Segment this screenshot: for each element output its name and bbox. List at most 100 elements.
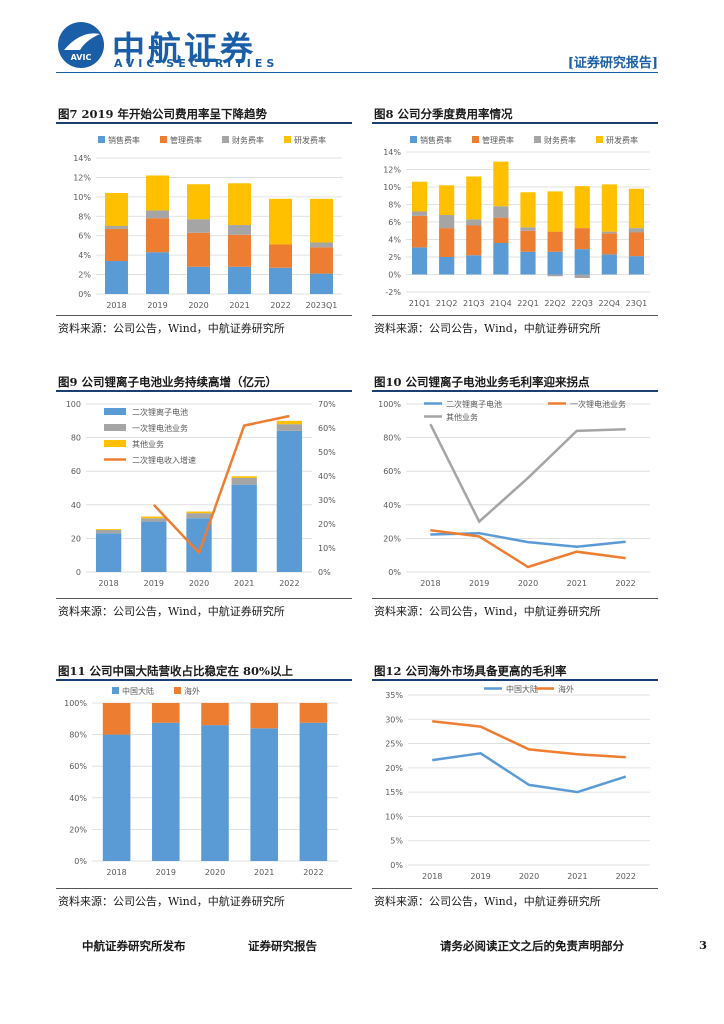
footer-report-type: 证券研究报告 <box>248 939 317 953</box>
brand-name-cn: 中航证券 <box>112 29 256 68</box>
fig12-xtick-label: 2018 <box>422 872 442 881</box>
fig8-legend-swatch <box>534 136 541 143</box>
fig8-bar <box>520 192 536 228</box>
fig9-bar <box>231 476 257 478</box>
fig11-source: 资料来源：公司公告，Wind，中航证券研究所 <box>58 895 285 908</box>
fig7-bar <box>187 232 210 267</box>
fig11-ytick-label: 80% <box>69 731 87 740</box>
footer-disclaimer: 请务必阅读正文之后的免责声明部分 <box>440 939 624 953</box>
fig7-ytick-label: 6% <box>78 232 91 241</box>
fig8-legend-label: 研发费率 <box>606 135 638 145</box>
fig11-bar <box>152 722 180 861</box>
fig9-title: 图9 公司锂离子电池业务持续高增（亿元） <box>58 375 278 389</box>
fig9-ytick-label: 80 <box>71 434 81 443</box>
fig8-bar <box>601 184 617 232</box>
fig7-title-rule <box>56 122 352 124</box>
fig9-bar <box>276 430 303 572</box>
fig8-bar <box>520 230 536 252</box>
fig12-xtick-label: 2020 <box>519 872 539 881</box>
fig11-ytick-label: 100% <box>64 699 87 708</box>
footer-publisher: 中航证券研究所发布 <box>82 939 186 953</box>
fig10-legend-label: 二次锂离子电池 <box>446 399 502 409</box>
fig12-legend-label: 中国大陆 <box>506 684 538 694</box>
fig8-xtick-label: 21Q3 <box>463 299 485 308</box>
fig11-bar <box>201 703 229 726</box>
fig10-xtick-label: 2018 <box>420 579 440 588</box>
fig11-ytick-label: 60% <box>69 762 87 771</box>
fig8-chart: -2% 0% 2% 4% 6% 8% 10% 12% 14% 21Q1 21Q2 21Q3 21Q4 22… <box>383 135 650 308</box>
fig8-bar <box>493 206 509 218</box>
fig7-bar <box>105 228 128 261</box>
fig11-xtick-label: 2018 <box>106 868 126 877</box>
page-number: 3 <box>699 938 708 952</box>
fig9-y2tick-label: 50% <box>318 448 336 457</box>
fig8-ytick-label: 14% <box>383 148 401 157</box>
fig9-bar <box>186 513 212 519</box>
fig9-xtick-label: 2019 <box>144 579 164 588</box>
fig7-legend-label: 管理费率 <box>170 135 202 145</box>
fig11-xtick-label: 2021 <box>254 868 274 877</box>
fig8-bar <box>520 227 536 231</box>
fig12-ytick-label: 30% <box>385 715 403 724</box>
fig9-bar <box>186 511 212 514</box>
fig8-bar <box>466 176 482 220</box>
fig7-bar <box>310 242 333 248</box>
fig7-source: 资料来源：公司公告，Wind，中航证券研究所 <box>58 322 285 335</box>
fig7-bar <box>105 226 128 229</box>
fig7-legend-swatch <box>160 136 167 143</box>
fig12-xtick-label: 2022 <box>616 872 636 881</box>
fig9-legend-swatch <box>104 424 126 431</box>
fig8-bar <box>439 215 455 229</box>
fig9-bar <box>276 424 303 431</box>
fig11-title: 图11 公司中国大陆营收占比稳定在 80%以上 <box>58 664 293 678</box>
fig7-xtick-label: 2020 <box>188 301 208 310</box>
fig8-xtick-label: 22Q1 <box>517 299 539 308</box>
fig12-ytick-label: 20% <box>385 764 403 773</box>
fig7-bar <box>269 198 292 245</box>
fig7-bar <box>310 247 333 274</box>
fig8-bar <box>466 255 482 275</box>
fig12-ytick-label: 35% <box>385 691 403 700</box>
fig7-bar <box>105 260 128 294</box>
fig11-bar <box>299 722 328 861</box>
fig9-source-rule <box>56 598 352 599</box>
fig10-ytick-label: 80% <box>383 434 401 443</box>
fig8-xtick-label: 21Q1 <box>409 299 431 308</box>
fig9-xtick-label: 2021 <box>234 579 254 588</box>
fig12-ytick-label: 5% <box>390 837 403 846</box>
fig9-ytick-label: 40 <box>71 501 81 510</box>
fig8-title-rule <box>372 122 658 124</box>
fig10-ytick-label: 40% <box>383 501 401 510</box>
fig7-legend-label: 财务费率 <box>232 135 264 145</box>
fig11-ytick-label: 0% <box>74 857 87 866</box>
fig8-source: 资料来源：公司公告，Wind，中航证券研究所 <box>374 322 601 335</box>
fig7-legend-swatch <box>222 136 229 143</box>
fig9-growth-line <box>152 414 290 556</box>
fig8-bar <box>439 185 455 215</box>
fig8-bar <box>411 215 428 248</box>
fig7-xtick-label: 2019 <box>147 301 167 310</box>
fig7-bar <box>269 267 292 294</box>
fig11-xtick-label: 2019 <box>156 868 176 877</box>
fig11-legend-label: 海外 <box>184 686 200 696</box>
fig9-legend-label: 其他业务 <box>132 439 164 449</box>
fig9-ytick-label: 60 <box>71 467 81 476</box>
fig7-ytick-label: 0% <box>78 290 91 299</box>
fig8-bar <box>547 274 563 277</box>
fig11-legend-swatch <box>174 687 181 694</box>
fig12-ytick-label: 25% <box>385 740 403 749</box>
fig7-legend-swatch <box>98 136 105 143</box>
fig9-legend-label: 二次锂离子电池 <box>132 407 188 417</box>
fig9-legend-label: 一次锂电池业务 <box>132 423 188 433</box>
fig8-legend-label: 财务费率 <box>544 135 576 145</box>
fig7-ytick-label: 4% <box>78 251 91 260</box>
fig12-title-rule <box>372 679 658 681</box>
fig8-legend-label: 管理费率 <box>482 135 514 145</box>
fig11-ytick-label: 20% <box>69 825 87 834</box>
fig7-xtick-label: 2021 <box>229 301 249 310</box>
fig7-bar <box>310 273 333 294</box>
fig8-xtick-label: 21Q2 <box>436 299 458 308</box>
fig9-y2tick-label: 20% <box>318 520 336 529</box>
fig9-xtick-label: 2018 <box>98 579 118 588</box>
fig8-xtick-label: 23Q1 <box>626 299 648 308</box>
